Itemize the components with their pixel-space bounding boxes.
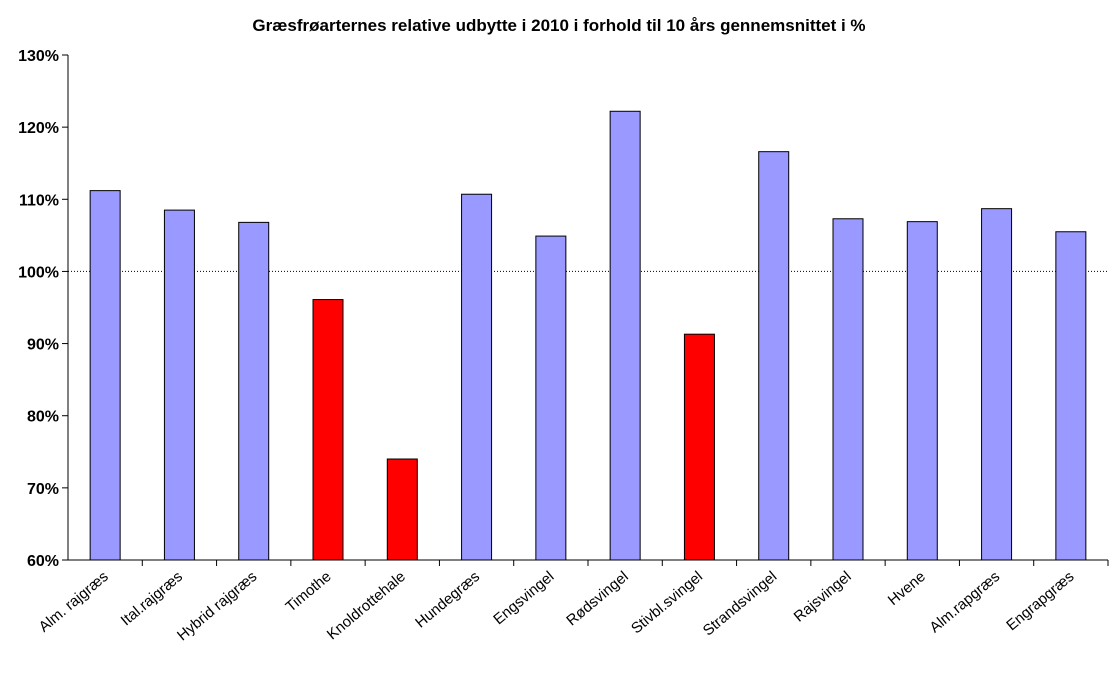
x-category-label: Engrapgræs	[1003, 568, 1077, 634]
y-tick-label: 80%	[27, 409, 59, 426]
y-tick-label: 90%	[27, 337, 59, 354]
x-category-label: Knoldrottehale	[324, 568, 409, 643]
bar	[461, 193, 493, 561]
bar	[832, 218, 864, 561]
bar	[238, 221, 270, 561]
bar	[163, 209, 195, 561]
x-category-label: Rajsvingel	[791, 568, 855, 626]
plot-area: 60% 70% 80% 90% 100% 110% 120% 130% Alm. rajgræs…	[18, 48, 1109, 644]
bar	[535, 235, 567, 561]
x-category-label: Alm. rajgræs	[36, 568, 112, 636]
x-category-label: Hundegræs	[412, 568, 483, 631]
y-tick-label: 60%	[27, 553, 59, 570]
bar	[386, 458, 418, 561]
x-category-label: Hvene	[885, 568, 929, 609]
bar	[683, 333, 715, 561]
y-tick-label: 110%	[19, 192, 59, 209]
x-category-label: Engsvingel	[490, 568, 557, 628]
y-tick-label: 70%	[27, 481, 59, 498]
bar	[906, 221, 938, 561]
bar	[312, 299, 344, 561]
y-tick-label: 100%	[18, 264, 59, 281]
chart-title: Græsfrøarternes relative udbytte i 2010 …	[252, 16, 866, 35]
x-category-label: Stivbl.svingel	[628, 568, 706, 637]
x-category-label: Rødsvingel	[563, 568, 631, 629]
x-category-label: Timothe	[283, 568, 335, 616]
x-category-label: Ital.rajgræs	[118, 568, 186, 629]
bar	[609, 110, 641, 561]
y-tick-label: 120%	[18, 120, 59, 137]
bar	[981, 208, 1013, 561]
bar	[89, 190, 121, 561]
x-category-label: Hybrid rajgræs	[174, 568, 260, 644]
bar	[1055, 231, 1087, 561]
bar	[758, 151, 790, 561]
y-tick-label: 130%	[18, 48, 59, 65]
x-category-label: Alm.rapgræs	[926, 568, 1003, 636]
x-category-label: Strandsvingel	[700, 568, 781, 639]
